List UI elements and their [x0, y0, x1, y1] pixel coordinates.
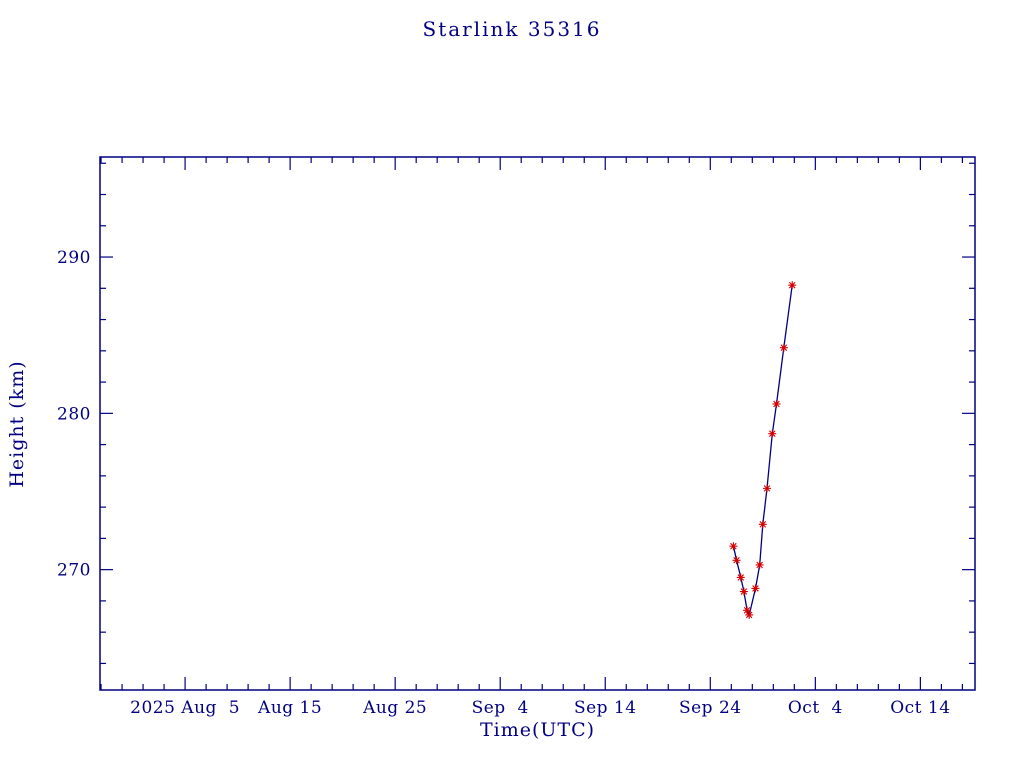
data-point	[736, 573, 745, 582]
x-tick-label: Sep 14	[574, 698, 637, 718]
x-axis-label: Time(UTC)	[479, 719, 596, 741]
y-tick-label: 290	[57, 248, 91, 268]
data-point	[739, 587, 748, 596]
data-point	[772, 399, 781, 408]
x-tick-label: Aug 25	[362, 698, 427, 718]
data-point	[732, 556, 741, 565]
data-point	[745, 610, 754, 619]
data-point	[763, 484, 772, 493]
plot-frame	[99, 156, 976, 691]
data-point	[788, 281, 797, 290]
data-point	[779, 343, 788, 352]
x-tick-label: Sep 4	[472, 698, 529, 718]
data-point	[768, 429, 777, 438]
y-tick-label: 280	[57, 404, 91, 424]
data-point	[758, 520, 767, 529]
x-tick-label: Sep 24	[679, 698, 742, 718]
data-point	[755, 560, 764, 569]
data-point	[729, 542, 738, 551]
data-point	[751, 584, 760, 593]
y-tick-label: 270	[57, 561, 91, 581]
x-tick-label: 2025 Aug 5	[130, 698, 240, 718]
data-point	[743, 606, 752, 615]
chart-title: Starlink 35316	[422, 17, 602, 41]
x-tick-label: Oct 14	[890, 698, 950, 718]
data-line	[732, 285, 793, 618]
x-tick-label: Oct 4	[788, 698, 843, 718]
x-tick-label: Aug 15	[257, 698, 322, 718]
